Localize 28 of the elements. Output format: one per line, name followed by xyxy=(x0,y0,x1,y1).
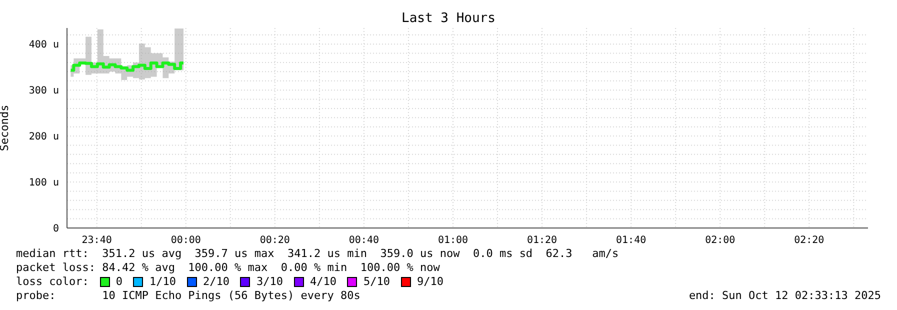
x-tick-label: 01:40 xyxy=(616,235,646,246)
text: probe: 10 ICMP Echo Pings (56 Bytes) every 80s xyxy=(16,289,362,303)
legend-label: 4/10 xyxy=(310,275,336,289)
y-tick-label: 100 u xyxy=(28,178,59,189)
x-tick-label: 23:40 xyxy=(82,235,112,246)
legend-label: 5/10 xyxy=(363,275,390,289)
y-axis-title: Seconds xyxy=(0,104,11,152)
y-tick-label: 0 xyxy=(52,224,59,235)
legend-title: loss color: xyxy=(16,275,89,289)
y-tick-label: 300 u xyxy=(28,86,59,97)
legend-label: 3/10 xyxy=(256,275,283,289)
text: packet loss: 84.42 % avg 100.00 % max 0.00 % min 100.00 % now xyxy=(16,261,441,275)
x-tick-label: 02:00 xyxy=(705,235,736,246)
legend-label: 1/10 xyxy=(149,275,176,289)
x-tick-label: 01:20 xyxy=(526,235,558,246)
text: end: Sun Oct 12 02:33:13 2025 xyxy=(688,289,881,302)
y-tick-label: 200 u xyxy=(28,132,59,143)
y-tick-label: 400 u xyxy=(28,40,59,51)
text: median rtt: 351.2 us avg 359.7 us max 341.2 us min 359.0 us now 0.0 ms sd 62.3 am/s xyxy=(16,247,619,261)
legend-label: 2/10 xyxy=(202,275,230,289)
x-tick-label: 01:00 xyxy=(438,235,468,246)
legend-label: 9/10 xyxy=(416,275,444,289)
x-tick-label: 02:20 xyxy=(794,235,824,246)
x-tick-label: 00:40 xyxy=(348,235,380,246)
legend-label: 0 xyxy=(116,275,122,289)
x-tick-label: 00:20 xyxy=(260,235,290,246)
x-tick-label: 00:00 xyxy=(170,235,201,246)
chart-title: Last 3 Hours xyxy=(400,11,496,26)
